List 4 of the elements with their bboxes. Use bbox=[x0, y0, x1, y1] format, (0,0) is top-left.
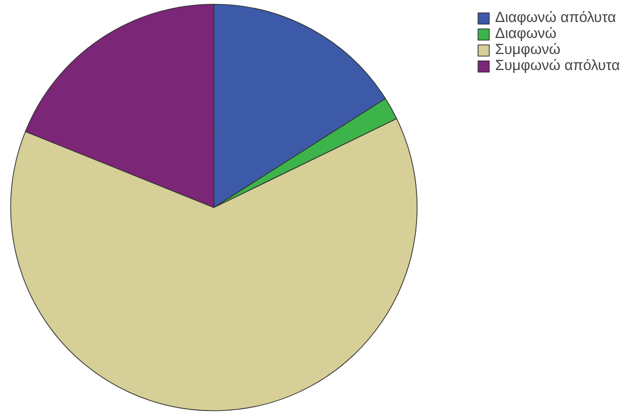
legend-label: Συμφωνώ bbox=[495, 42, 560, 58]
legend-label: Διαφωνώ bbox=[495, 26, 556, 42]
legend-label: Διαφωνώ απόλυτα bbox=[495, 10, 616, 26]
legend-label: Συμφωνώ απόλυτα bbox=[495, 58, 620, 74]
